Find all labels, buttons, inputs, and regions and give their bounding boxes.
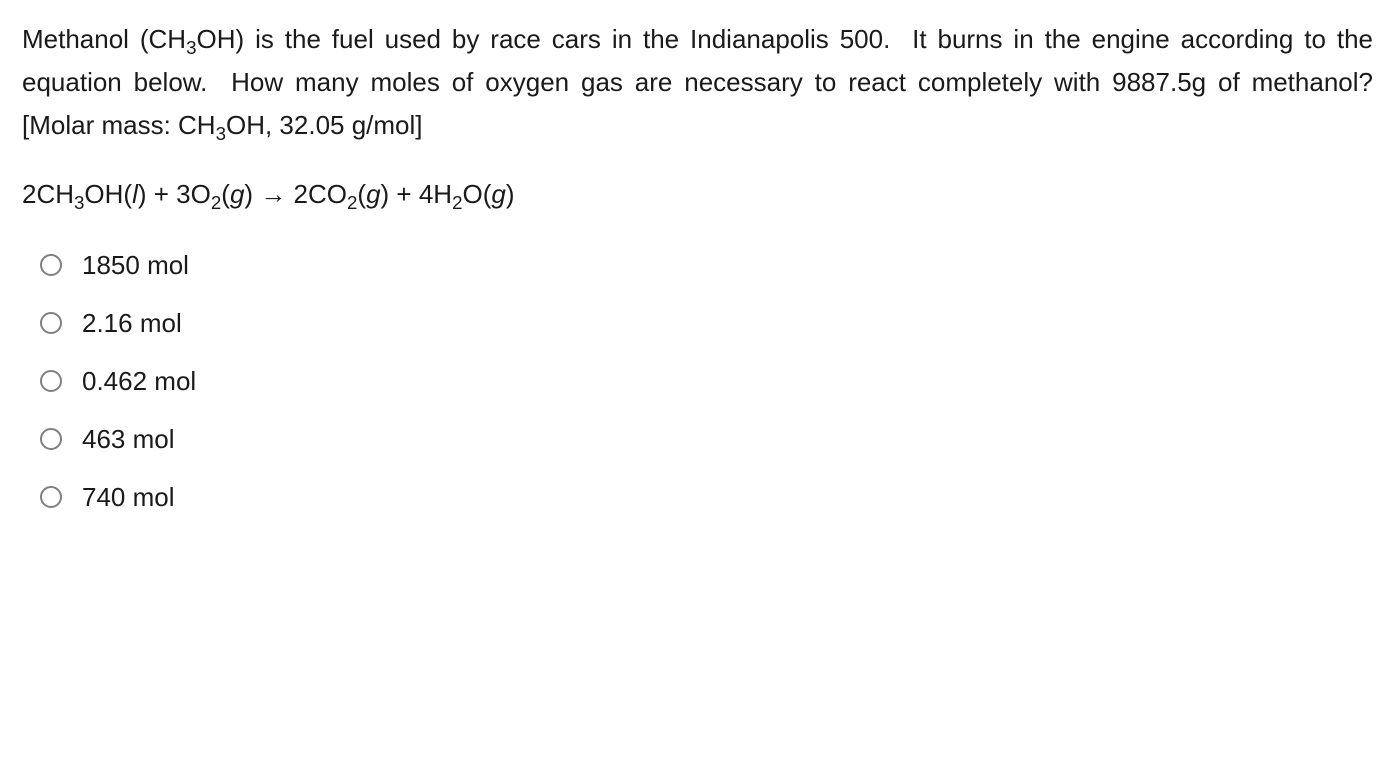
radio-icon[interactable] — [40, 486, 62, 508]
option-2[interactable]: 2.16 mol — [40, 310, 1373, 336]
radio-icon[interactable] — [40, 312, 62, 334]
radio-icon[interactable] — [40, 370, 62, 392]
option-1[interactable]: 1850 mol — [40, 252, 1373, 278]
option-5[interactable]: 740 mol — [40, 484, 1373, 510]
chemical-equation: 2CH3OH(l) + 3O2(g) → 2CO2(g) + 4H2O(g) — [22, 175, 1373, 214]
option-3[interactable]: 0.462 mol — [40, 368, 1373, 394]
radio-icon[interactable] — [40, 428, 62, 450]
option-label: 0.462 mol — [82, 368, 196, 394]
answer-options: 1850 mol 2.16 mol 0.462 mol 463 mol 740 … — [22, 252, 1373, 510]
option-4[interactable]: 463 mol — [40, 426, 1373, 452]
radio-icon[interactable] — [40, 254, 62, 276]
option-label: 1850 mol — [82, 252, 189, 278]
option-label: 2.16 mol — [82, 310, 182, 336]
option-label: 463 mol — [82, 426, 175, 452]
question-paragraph: Methanol (CH3OH) is the fuel used by rac… — [22, 18, 1373, 147]
option-label: 740 mol — [82, 484, 175, 510]
